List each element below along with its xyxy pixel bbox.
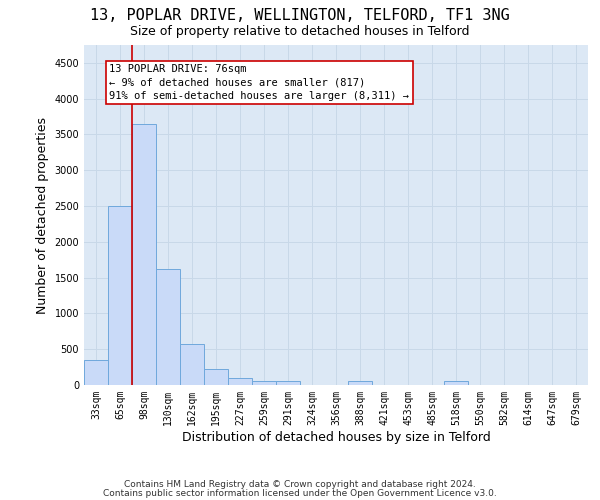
Y-axis label: Number of detached properties: Number of detached properties (36, 116, 49, 314)
Bar (276, 380, 300, 385)
Bar (228, 378, 252, 385)
Text: Contains public sector information licensed under the Open Government Licence v3: Contains public sector information licen… (103, 488, 497, 498)
Text: 13 POPLAR DRIVE: 76sqm
← 9% of detached houses are smaller (817)
91% of semi-det: 13 POPLAR DRIVE: 76sqm ← 9% of detached … (109, 64, 409, 100)
Text: 13, POPLAR DRIVE, WELLINGTON, TELFORD, TF1 3NG: 13, POPLAR DRIVE, WELLINGTON, TELFORD, T… (90, 8, 510, 22)
Bar (84, 360, 108, 385)
Bar (252, 380, 276, 385)
Text: Size of property relative to detached houses in Telford: Size of property relative to detached ho… (130, 25, 470, 38)
Bar (180, 344, 204, 385)
Bar (108, 206, 132, 385)
Bar (204, 369, 228, 385)
Text: Contains HM Land Registry data © Crown copyright and database right 2024.: Contains HM Land Registry data © Crown c… (124, 480, 476, 489)
Bar (348, 380, 372, 385)
Bar (132, 124, 156, 385)
Bar (156, 268, 180, 385)
X-axis label: Distribution of detached houses by size in Telford: Distribution of detached houses by size … (182, 430, 490, 444)
Bar (444, 380, 468, 385)
